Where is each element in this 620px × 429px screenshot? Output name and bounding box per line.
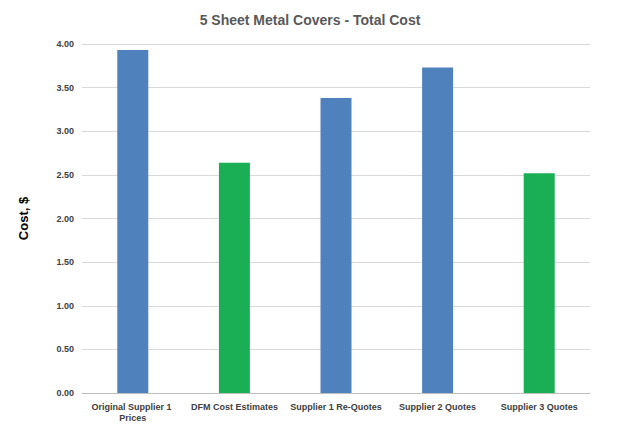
svg-text:1.50: 1.50: [56, 257, 74, 267]
svg-text:Original Supplier 1: Original Supplier 1: [92, 402, 175, 412]
svg-text:0.50: 0.50: [56, 344, 74, 354]
svg-text:Prices: Prices: [119, 413, 146, 423]
svg-text:4.00: 4.00: [56, 39, 74, 49]
svg-text:Cost, $: Cost, $: [16, 196, 31, 240]
svg-text:1.00: 1.00: [56, 301, 74, 311]
svg-text:DFM Cost Estimates: DFM Cost Estimates: [191, 402, 278, 412]
svg-text:Supplier 2 Quotes: Supplier 2 Quotes: [399, 402, 476, 412]
svg-text:Supplier 1 Re-Quotes: Supplier 1 Re-Quotes: [290, 402, 382, 412]
svg-text:0.00: 0.00: [56, 388, 74, 398]
svg-text:3.00: 3.00: [56, 126, 74, 136]
svg-text:2.00: 2.00: [56, 214, 74, 224]
svg-text:Supplier 3 Quotes: Supplier 3 Quotes: [501, 402, 578, 412]
svg-text:2.50: 2.50: [56, 170, 74, 180]
svg-text:5 Sheet Metal Covers - Total C: 5 Sheet Metal Covers - Total Cost: [200, 12, 421, 28]
svg-text:3.50: 3.50: [56, 83, 74, 93]
